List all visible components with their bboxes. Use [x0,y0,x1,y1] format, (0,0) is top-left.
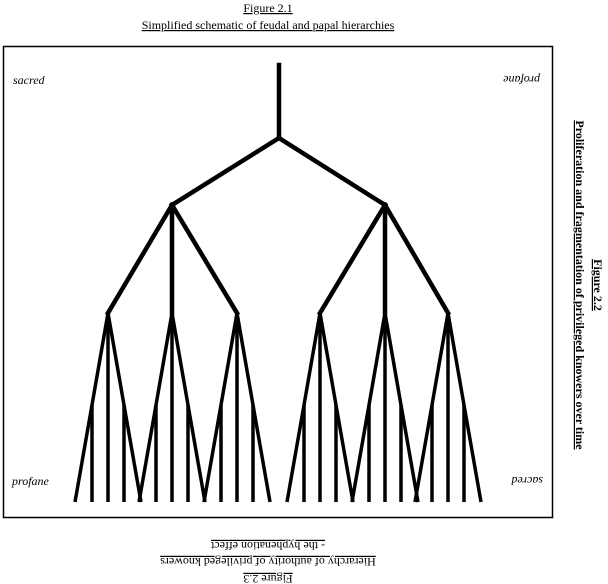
corner-label: profane [502,73,541,87]
tree [73,62,483,503]
tree-branch [168,201,241,317]
tree-branch [302,312,322,406]
corner-label: sacred [510,474,543,488]
figure-label: Figure 2.1 [243,1,292,15]
figure-label: Figure 2.2 [591,259,605,311]
tree-branch [285,404,306,503]
tree-branch [73,404,94,503]
tree-branch [90,312,110,406]
figure-caption: Simplified schematic of feudal and papal… [142,18,395,32]
tree-branch [137,404,158,503]
tree-branch [318,312,338,406]
tree-branch [462,404,483,503]
figure-caption: Proliferation and fragmentation of privi… [573,120,587,450]
tree-branch [316,201,389,317]
tree-branch [251,404,272,503]
tree-branch [399,404,420,503]
tree-branch [219,312,239,406]
tree-branch [430,312,450,406]
tree-branch [104,201,176,317]
tree-branch [383,312,403,406]
tree-branch [154,312,174,406]
tree-branch [122,404,143,503]
tree-branch [170,312,190,406]
tree-branch [350,404,371,503]
tree-branch [168,134,283,209]
tree-branch [235,312,255,406]
tree-branch [334,404,355,503]
corner-label: profane [11,474,50,488]
tree-branch [446,312,466,406]
tree-branch [381,201,452,317]
figure-caption: Hierarchy of authority of privileged kno… [160,555,376,569]
tree-branch [413,404,434,503]
tree-branch [186,404,207,503]
corner-label: sacred [13,73,46,87]
frame [2,45,554,519]
tree-branch [106,312,126,406]
figure-subcaption: - the hyphenation effect [210,539,325,553]
tree-branch [202,404,223,503]
tree-branch [275,134,389,209]
tree-branch [367,312,387,406]
figure-label: Figure 2.3 [243,572,292,584]
